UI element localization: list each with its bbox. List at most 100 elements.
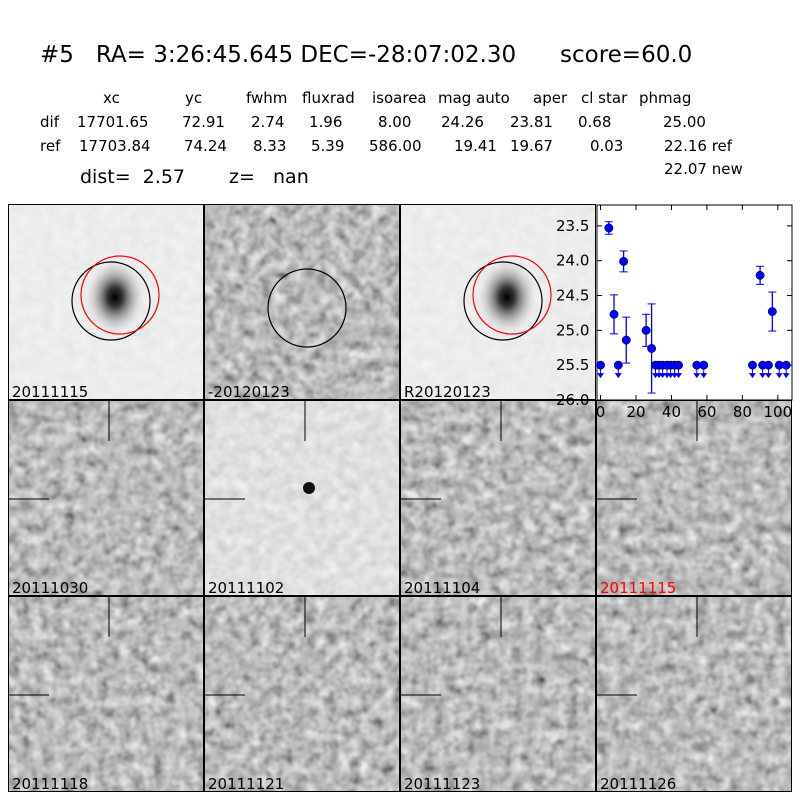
table-cell: 8.00 [378, 113, 412, 131]
image-stamp: 20111115 [8, 204, 204, 400]
column-header: aper [533, 89, 568, 107]
stamp-date-label: 20111030 [12, 579, 89, 596]
stamp-date-label: 20111104 [404, 579, 481, 596]
image-stamp: 20111126 [596, 596, 792, 792]
upper-limit-point [699, 360, 709, 370]
detection-point [767, 307, 777, 317]
detection-point [641, 325, 651, 335]
upper-limit-arrow [597, 373, 605, 379]
upper-limit-arrow [693, 373, 701, 379]
host-galaxy [477, 259, 537, 335]
row-label: dif [40, 113, 59, 131]
x-tick-label: 100 [763, 403, 792, 421]
upper-limit-point [596, 360, 605, 370]
y-tick-label: 24.0 [556, 252, 589, 270]
image-stamp: 20111115 [596, 400, 792, 596]
table-cell: 0.03 [590, 137, 624, 155]
stamp-pixels [401, 401, 595, 595]
host-galaxy [85, 259, 145, 335]
column-header: cl star [581, 89, 628, 107]
upper-limit-arrow [659, 373, 667, 379]
stamp-pixels [9, 401, 203, 595]
stamp-date-label: 20111102 [208, 579, 285, 596]
upper-limit-arrow [764, 373, 772, 379]
stamp-pixels [9, 597, 203, 791]
redshift-value: z= nan [229, 166, 309, 188]
y-tick-label: 25.0 [556, 321, 589, 339]
stamp-date-label: 20111123 [404, 775, 481, 792]
image-stamp: -20120123 [204, 204, 400, 400]
table-cell: 23.81 [510, 113, 553, 131]
table-cell: 22.16 ref [664, 137, 733, 155]
stamp-date-label: R20120123 [404, 383, 491, 400]
table-cell: 72.91 [182, 113, 225, 131]
dist-value: dist= 2.57 [80, 166, 185, 188]
detection-point [621, 335, 631, 345]
table-cell: 17701.65 [77, 113, 149, 131]
light-curve-chart: 0 20 40 60 80 100 23.5 24.0 24.5 25.0 25.5 26.0 [556, 204, 793, 421]
x-tick-label: 80 [733, 403, 752, 421]
ref-circle [463, 261, 543, 341]
upper-limit-point [781, 360, 791, 370]
upper-limit-arrow [748, 373, 756, 379]
upper-limit-arrow [782, 373, 790, 379]
table-cell: 0.68 [578, 113, 612, 131]
x-tick-label: 20 [626, 403, 645, 421]
image-stamp: 20111123 [400, 596, 596, 792]
stamp-pixels [205, 597, 399, 791]
table-cell: 24.26 [441, 113, 484, 131]
x-tick-label: 60 [697, 403, 716, 421]
stamp-date-label: 20111126 [600, 775, 677, 792]
image-stamp: 20111104 [400, 400, 596, 596]
column-header: yc [185, 89, 203, 107]
column-header: mag auto [438, 89, 510, 107]
detection-point [647, 344, 657, 353]
candidate-circle [472, 255, 552, 335]
image-stamp: 20111118 [8, 596, 204, 792]
image-stamp: 20111102 [204, 400, 400, 596]
column-header: fwhm [246, 89, 288, 107]
table-cell: 19.41 [454, 137, 497, 155]
table-cell: 586.00 [369, 137, 422, 155]
column-header: xc [103, 89, 120, 107]
candidate-circle [80, 255, 160, 335]
column-header: phmag [639, 89, 692, 107]
candidate-circle [267, 268, 347, 348]
stamp-date-label: -20120123 [208, 383, 290, 400]
stamp-pixels [205, 205, 399, 399]
table-cell: 8.33 [253, 137, 287, 155]
stamp-date-label: 20111121 [208, 775, 285, 792]
detection-point [619, 256, 629, 266]
y-tick-label: 23.5 [556, 217, 589, 235]
upper-limit-point [748, 360, 757, 370]
x-tick-label: 0 [596, 403, 606, 421]
y-tick-label: 24.5 [556, 287, 589, 305]
image-stamp: 20111030 [8, 400, 204, 596]
upper-limit-arrow [675, 373, 683, 379]
upper-limit-arrow [700, 373, 708, 379]
table-cell: 74.24 [184, 137, 227, 155]
stamp-pixels [205, 401, 399, 595]
y-tick-label: 26.0 [556, 391, 589, 409]
stamp-pixels [401, 597, 595, 791]
upper-limit-arrow [614, 373, 622, 379]
new-phmag: 22.07 new [664, 160, 743, 178]
table-cell: 5.39 [311, 137, 345, 155]
stamp-pixels [597, 401, 791, 595]
stamp-date-label: 20111115 [600, 579, 677, 596]
column-header: isoarea [372, 89, 427, 107]
image-stamp: R20120123 [400, 204, 596, 400]
upper-limit-arrow [759, 373, 767, 379]
image-stamp: 20111121 [204, 596, 400, 792]
column-header: fluxrad [302, 89, 355, 107]
stamp-date-label: 20111118 [12, 775, 89, 792]
row-label: ref [40, 137, 61, 155]
table-cell: 25.00 [663, 113, 706, 131]
upper-limit-arrow [775, 373, 783, 379]
detection-point [604, 223, 614, 233]
upper-limit-point [763, 360, 773, 370]
detection-point [609, 309, 619, 319]
detection-point [755, 270, 765, 280]
y-tick-label: 25.5 [556, 356, 589, 374]
